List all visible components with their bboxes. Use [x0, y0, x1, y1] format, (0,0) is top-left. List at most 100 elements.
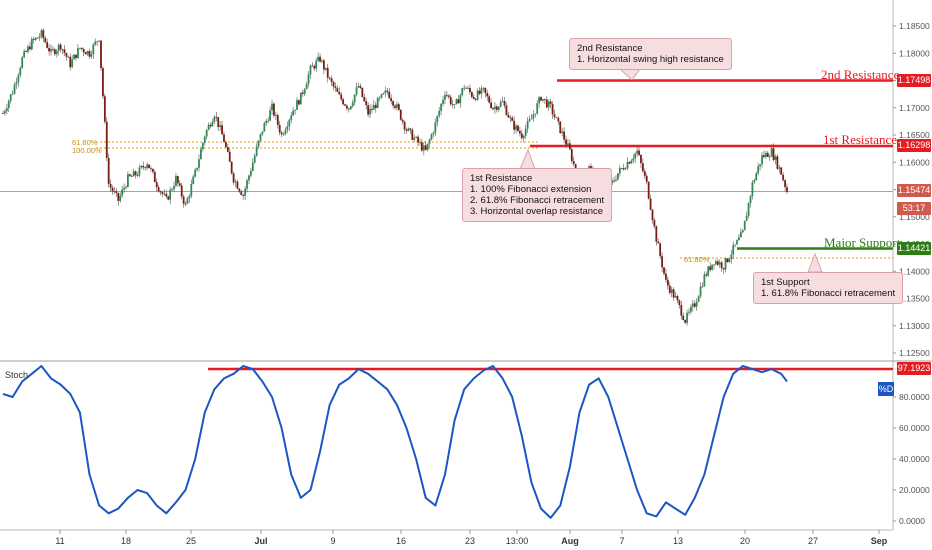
candle-body	[784, 180, 786, 188]
candle-body	[386, 90, 389, 92]
stoch-tick-label: 40.0000	[899, 454, 930, 464]
candle-body	[530, 118, 533, 120]
candle-body	[369, 108, 371, 115]
candle-body	[282, 134, 285, 136]
candle-body	[324, 67, 327, 70]
candle-body	[649, 198, 652, 210]
candle-body	[194, 169, 197, 177]
candle-body	[436, 115, 439, 123]
candle-body	[50, 49, 52, 52]
candle-body	[301, 92, 304, 94]
candle-body	[426, 143, 429, 150]
candle-body	[718, 262, 721, 265]
candle-body	[44, 38, 47, 43]
candle-body	[419, 142, 421, 144]
candle-body	[665, 273, 667, 280]
candle-body	[611, 180, 614, 183]
candle-body	[228, 151, 231, 162]
candle-body	[372, 104, 375, 110]
candle-body	[71, 59, 74, 68]
candle-body	[691, 303, 694, 307]
candle-body	[186, 198, 189, 204]
candle-body	[92, 44, 95, 55]
candle-body	[763, 155, 765, 157]
candle-body	[520, 133, 523, 139]
candle-body	[547, 101, 550, 108]
candle-body	[474, 98, 477, 100]
candle-body	[553, 114, 556, 118]
candle-body	[36, 37, 39, 39]
candle-body	[495, 106, 498, 110]
candle-body	[511, 117, 514, 121]
candle-body	[697, 296, 700, 302]
candle-body	[198, 159, 200, 168]
price-badge-major-support: 1.14421	[897, 242, 931, 255]
candle-body	[620, 168, 623, 169]
stoch-value-badge: 97.1923	[897, 362, 931, 375]
candle-body	[217, 117, 220, 128]
candle-body	[643, 171, 646, 176]
candle-body	[492, 107, 494, 110]
candle-body	[17, 75, 20, 83]
candle-body	[482, 87, 485, 89]
candle-body	[626, 162, 629, 169]
time-tick-label: Jul	[254, 536, 267, 546]
candle-body	[745, 215, 748, 221]
time-tick-label: 18	[121, 536, 131, 546]
candle-body	[351, 102, 354, 107]
candle-body	[688, 311, 690, 313]
candle-body	[526, 121, 529, 129]
candle-body	[411, 129, 414, 140]
time-tick-label: 11	[55, 536, 64, 546]
candle-body	[618, 168, 621, 174]
price-tick-label: 1.13000	[899, 321, 930, 331]
candle-body	[7, 100, 10, 109]
candle-body	[720, 262, 723, 269]
candle-body	[447, 95, 450, 97]
candle-body	[551, 104, 554, 115]
candle-body	[543, 98, 546, 100]
candle-body	[630, 160, 633, 164]
candle-body	[219, 125, 222, 128]
candle-body	[94, 41, 97, 45]
candle-body	[686, 312, 688, 323]
candle-body	[309, 65, 312, 75]
candle-body	[263, 123, 266, 132]
candle-body	[332, 81, 335, 87]
candle-body	[753, 180, 756, 183]
candle-body	[674, 296, 677, 298]
candle-body	[294, 109, 296, 111]
candle-body	[127, 174, 129, 187]
candle-body	[670, 289, 673, 293]
label-major-support: Major Support	[824, 235, 901, 250]
candle-body	[4, 111, 6, 114]
candle-body	[497, 106, 500, 110]
candle-body	[117, 192, 120, 201]
time-tick-label: 27	[808, 536, 818, 546]
candle-body	[705, 274, 708, 276]
candle-body	[249, 170, 252, 176]
stoch-tick-label: 0.0000	[899, 516, 925, 526]
candle-body	[409, 128, 412, 130]
time-tick-label: 13	[673, 536, 683, 546]
series-legend-pd[interactable]: %D	[878, 382, 894, 396]
candle-body	[732, 245, 735, 255]
candle-body	[347, 108, 350, 110]
candle-body	[480, 88, 483, 94]
annotation-1st-support: 1st Support 1. 61.8% Fibonacci retraceme…	[753, 272, 904, 304]
candle-body	[378, 97, 381, 99]
candle-body	[693, 303, 696, 307]
candle-body	[46, 42, 49, 48]
candle-body	[213, 116, 216, 122]
candle-body	[321, 60, 323, 62]
candle-body	[119, 195, 122, 201]
candle-body	[532, 114, 535, 119]
candle-body	[73, 54, 75, 60]
candle-body	[130, 175, 133, 177]
indicator-title: Stoch	[5, 370, 29, 380]
candle-body	[107, 157, 110, 185]
candle-body	[707, 266, 710, 276]
candle-body	[75, 54, 77, 58]
price-badge-current: 1.15474	[897, 184, 931, 197]
